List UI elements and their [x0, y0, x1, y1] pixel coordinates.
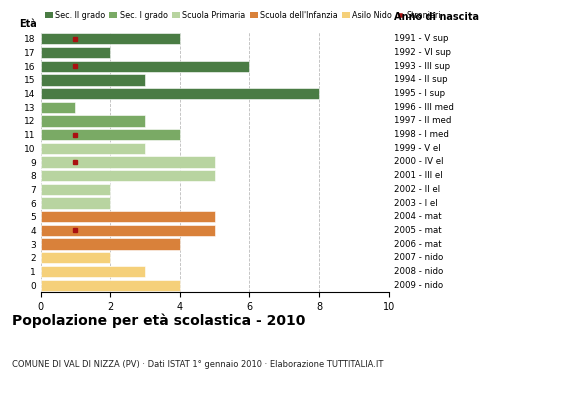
Bar: [41, 238, 180, 250]
Bar: [41, 129, 180, 140]
Text: 1991 - V sup: 1991 - V sup: [394, 34, 449, 43]
Bar: [41, 143, 145, 154]
Text: Popolazione per età scolastica - 2010: Popolazione per età scolastica - 2010: [12, 314, 305, 328]
Text: 1993 - III sup: 1993 - III sup: [394, 62, 451, 71]
Text: 2004 - mat: 2004 - mat: [394, 212, 442, 221]
Text: 2005 - mat: 2005 - mat: [394, 226, 442, 235]
Text: 1995 - I sup: 1995 - I sup: [394, 89, 445, 98]
Bar: [41, 266, 145, 277]
Text: COMUNE DI VAL DI NIZZA (PV) · Dati ISTAT 1° gennaio 2010 · Elaborazione TUTTITAL: COMUNE DI VAL DI NIZZA (PV) · Dati ISTAT…: [12, 360, 383, 369]
Text: Anno di nascita: Anno di nascita: [394, 12, 480, 22]
Bar: [41, 211, 215, 222]
Bar: [41, 33, 180, 44]
Bar: [41, 74, 145, 86]
Bar: [41, 184, 110, 195]
Text: 1996 - III med: 1996 - III med: [394, 103, 454, 112]
Bar: [41, 115, 145, 126]
Text: Età: Età: [19, 19, 37, 29]
Bar: [41, 225, 215, 236]
Bar: [41, 60, 249, 72]
Bar: [41, 47, 110, 58]
Text: 2001 - III el: 2001 - III el: [394, 171, 443, 180]
Bar: [41, 198, 110, 209]
Bar: [41, 252, 110, 264]
Bar: [41, 280, 180, 291]
Bar: [41, 170, 215, 181]
Text: 1992 - VI sup: 1992 - VI sup: [394, 48, 451, 57]
Text: 2002 - II el: 2002 - II el: [394, 185, 441, 194]
Bar: [41, 156, 215, 168]
Text: 2009 - nido: 2009 - nido: [394, 281, 444, 290]
Text: 1997 - II med: 1997 - II med: [394, 116, 452, 126]
Bar: [41, 102, 75, 113]
Bar: [41, 88, 319, 99]
Text: 2006 - mat: 2006 - mat: [394, 240, 442, 249]
Text: 1998 - I med: 1998 - I med: [394, 130, 450, 139]
Text: 2000 - IV el: 2000 - IV el: [394, 158, 444, 166]
Text: 1994 - II sup: 1994 - II sup: [394, 75, 448, 84]
Text: 2003 - I el: 2003 - I el: [394, 198, 438, 208]
Text: 2008 - nido: 2008 - nido: [394, 267, 444, 276]
Text: 2007 - nido: 2007 - nido: [394, 253, 444, 262]
Legend: Sec. II grado, Sec. I grado, Scuola Primaria, Scuola dell'Infanzia, Asilo Nido, : Sec. II grado, Sec. I grado, Scuola Prim…: [45, 11, 441, 20]
Text: 1999 - V el: 1999 - V el: [394, 144, 441, 153]
